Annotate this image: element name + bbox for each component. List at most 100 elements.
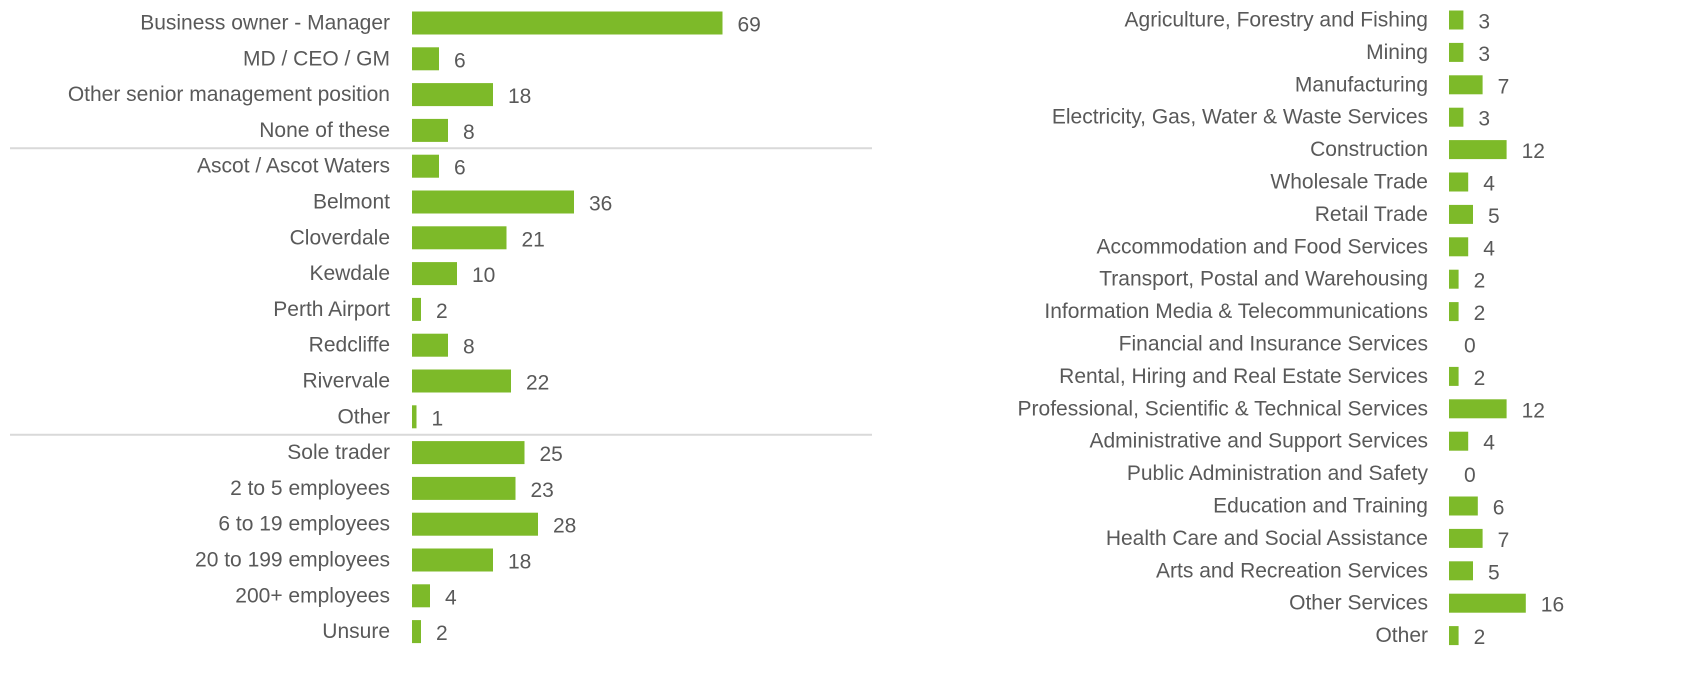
value-label-left-6-cloverdale: 21: [522, 228, 545, 251]
value-label-right-12-professional-scientific-technical-services: 12: [1522, 399, 1545, 422]
category-label-right-10-financial-and-insurance-services: Financial and Insurance Services: [1119, 333, 1428, 356]
bar-left-6-cloverdale: [412, 226, 507, 250]
bar-right-16-health-care-and-social-assistance: [1449, 528, 1483, 548]
value-label-left-1-md-ceo-gm: 6: [454, 49, 466, 72]
category-label-left-4-ascot-ascot-waters: Ascot / Ascot Waters: [197, 155, 390, 178]
value-label-right-5-wholesale-trade: 4: [1483, 173, 1495, 196]
value-label-right-17-arts-and-recreation-services: 5: [1488, 561, 1500, 584]
right-bar-chart: Agriculture, Forestry and Fishing 3 Mining…: [1018, 9, 1565, 650]
bar-right-18-other-services: [1449, 593, 1526, 613]
value-label-left-3-none-of-these: 8: [463, 121, 475, 144]
category-label-right-16-health-care-and-social-assistance: Health Care and Social Assistance: [1106, 527, 1428, 550]
category-label-left-6-cloverdale: Cloverdale: [290, 226, 390, 249]
value-label-right-11-rental-hiring-and-real-estate-services: 2: [1474, 367, 1486, 390]
value-label-right-9-information-media-telecommunications: 2: [1474, 302, 1486, 325]
bar-right-11-rental-hiring-and-real-estate-services: [1449, 366, 1459, 386]
bar-right-12-professional-scientific-technical-services: [1449, 399, 1507, 419]
value-label-left-2-other-senior-management-position: 18: [508, 85, 531, 108]
value-label-right-15-education-and-training: 6: [1493, 497, 1505, 520]
category-label-left-13-2-to-5-employees: 2 to 5 employees: [230, 477, 390, 500]
category-label-right-8-transport-postal-and-warehousing: Transport, Postal and Warehousing: [1099, 268, 1428, 291]
category-label-right-18-other-services: Other Services: [1289, 592, 1428, 615]
category-label-left-16-200-employees: 200+ employees: [235, 584, 390, 607]
value-label-left-16-200-employees: 4: [445, 586, 457, 609]
category-label-right-3-electricity-gas-water-waste-services: Electricity, Gas, Water & Waste Services: [1052, 106, 1428, 129]
value-label-right-18-other-services: 16: [1541, 594, 1564, 617]
bar-right-5-wholesale-trade: [1449, 172, 1469, 192]
bar-left-7-kewdale: [412, 262, 457, 286]
bar-right-1-mining: [1449, 42, 1464, 62]
value-label-left-14-6-to-19-employees: 28: [553, 515, 576, 538]
value-label-right-10-financial-and-insurance-services: 0: [1464, 335, 1476, 358]
value-label-right-13-administrative-and-support-services: 4: [1483, 432, 1495, 455]
category-label-left-1-md-ceo-gm: MD / CEO / GM: [243, 47, 390, 70]
category-label-right-11-rental-hiring-and-real-estate-services: Rental, Hiring and Real Estate Services: [1059, 365, 1428, 388]
bar-right-13-administrative-and-support-services: [1449, 431, 1469, 451]
value-label-right-4-construction: 12: [1522, 140, 1545, 163]
category-label-right-13-administrative-and-support-services: Administrative and Support Services: [1090, 430, 1429, 453]
category-label-left-0-business-owner-manager: Business owner - Manager: [140, 12, 390, 35]
bar-right-0-agriculture-forestry-and-fishing: [1449, 10, 1464, 30]
value-label-right-3-electricity-gas-water-waste-services: 3: [1478, 108, 1490, 131]
category-label-left-11-other: Other: [337, 405, 390, 428]
bar-right-4-construction: [1449, 140, 1507, 160]
bar-right-17-arts-and-recreation-services: [1449, 561, 1473, 581]
bar-left-4-ascot-ascot-waters: [412, 154, 439, 178]
bar-left-1-md-ceo-gm: [412, 47, 439, 71]
category-label-right-17-arts-and-recreation-services: Arts and Recreation Services: [1156, 559, 1428, 582]
value-label-right-6-retail-trade: 5: [1488, 205, 1500, 228]
bar-left-13-2-to-5-employees: [412, 476, 516, 500]
value-label-left-15-20-to-199-employees: 18: [508, 551, 531, 574]
value-label-left-11-other: 1: [432, 407, 444, 430]
bar-left-9-redcliffe: [412, 333, 448, 357]
value-label-left-13-2-to-5-employees: 23: [531, 479, 554, 502]
value-label-right-0-agriculture-forestry-and-fishing: 3: [1478, 11, 1490, 34]
value-label-left-17-unsure: 2: [436, 622, 448, 645]
category-label-right-1-mining: Mining: [1366, 41, 1428, 64]
bar-left-15-20-to-199-employees: [412, 548, 493, 572]
value-label-left-5-belmont: 36: [589, 193, 612, 216]
category-label-right-12-professional-scientific-technical-services: Professional, Scientific & Technical Ser…: [1018, 397, 1428, 420]
left-bar-chart: Business owner - Manager 69 MD / CEO / GM 6…: [10, 11, 872, 645]
bar-left-16-200-employees: [412, 584, 430, 608]
category-label-left-2-other-senior-management-position: Other senior management position: [68, 83, 390, 106]
category-label-left-9-redcliffe: Redcliffe: [309, 334, 390, 357]
bar-left-0-business-owner-manager: [412, 11, 723, 35]
category-label-left-7-kewdale: Kewdale: [309, 262, 390, 285]
value-label-right-19-other: 2: [1474, 626, 1486, 649]
bar-right-2-manufacturing: [1449, 75, 1483, 95]
category-label-right-6-retail-trade: Retail Trade: [1315, 203, 1428, 226]
value-label-left-4-ascot-ascot-waters: 6: [454, 157, 466, 180]
bar-right-19-other: [1449, 626, 1459, 646]
category-label-left-10-rivervale: Rivervale: [302, 370, 390, 393]
value-label-left-8-perth-airport: 2: [436, 300, 448, 323]
bar-left-5-belmont: [412, 190, 574, 214]
bar-right-15-education-and-training: [1449, 496, 1478, 516]
bar-right-6-retail-trade: [1449, 204, 1473, 224]
category-label-right-15-education-and-training: Education and Training: [1213, 495, 1428, 518]
category-label-right-2-manufacturing: Manufacturing: [1295, 73, 1428, 96]
category-label-right-19-other: Other: [1375, 624, 1428, 647]
bar-right-7-accommodation-and-food-services: [1449, 237, 1469, 257]
bar-right-9-information-media-telecommunications: [1449, 302, 1459, 322]
category-label-right-14-public-administration-and-safety: Public Administration and Safety: [1127, 462, 1429, 485]
bar-right-3-electricity-gas-water-waste-services: [1449, 107, 1464, 127]
bar-right-8-transport-postal-and-warehousing: [1449, 269, 1459, 289]
value-label-left-0-business-owner-manager: 69: [738, 14, 761, 37]
value-label-right-16-health-care-and-social-assistance: 7: [1498, 529, 1510, 552]
value-label-left-10-rivervale: 22: [526, 372, 549, 395]
value-label-left-12-sole-trader: 25: [540, 443, 563, 466]
value-label-right-2-manufacturing: 7: [1498, 75, 1510, 98]
bar-left-11-other: [412, 405, 417, 429]
category-label-right-9-information-media-telecommunications: Information Media & Telecommunications: [1044, 300, 1428, 323]
category-label-left-15-20-to-199-employees: 20 to 199 employees: [195, 549, 390, 572]
category-label-left-3-none-of-these: None of these: [259, 119, 390, 142]
value-label-right-1-mining: 3: [1478, 43, 1490, 66]
bar-left-12-sole-trader: [412, 441, 525, 465]
value-label-left-9-redcliffe: 8: [463, 336, 475, 359]
category-label-left-5-belmont: Belmont: [313, 191, 390, 214]
category-label-right-5-wholesale-trade: Wholesale Trade: [1270, 171, 1428, 194]
bar-left-17-unsure: [412, 620, 421, 644]
